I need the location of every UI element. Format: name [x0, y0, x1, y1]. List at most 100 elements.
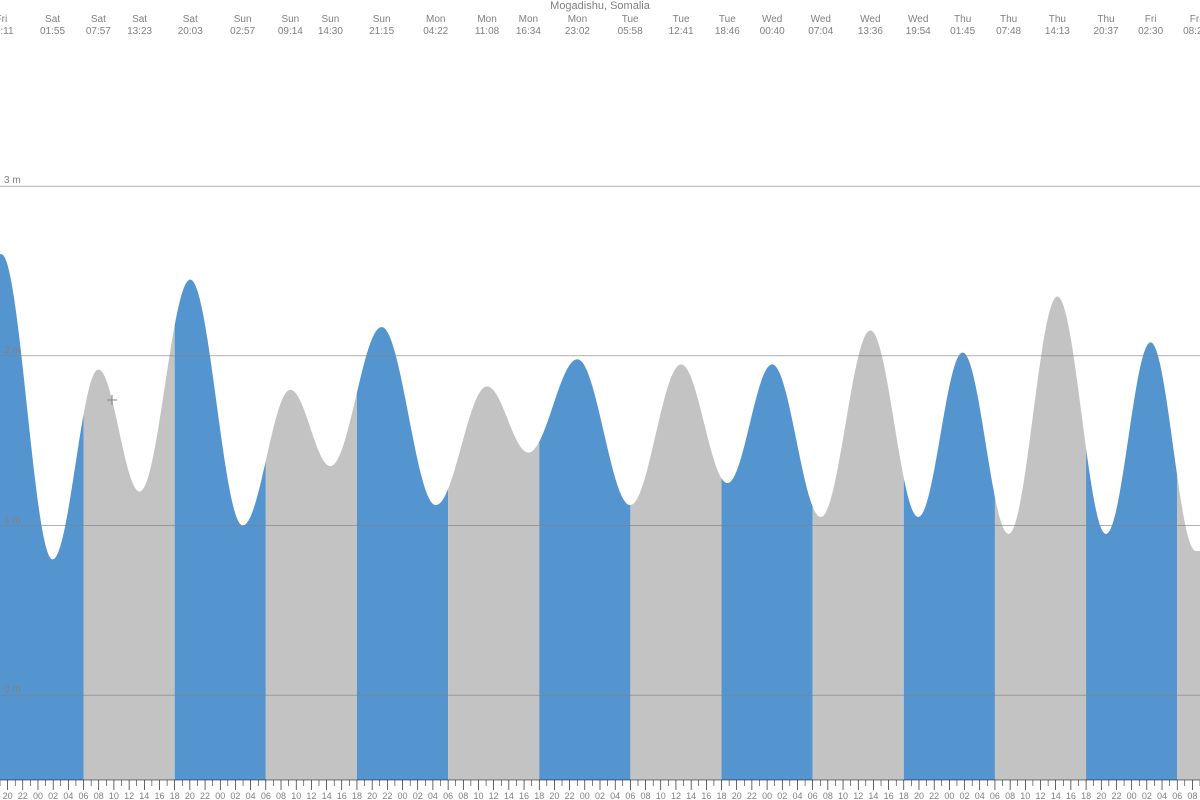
- hour-label: 14: [686, 791, 696, 800]
- hour-label: 10: [656, 791, 666, 800]
- tide-event-day: Sun: [281, 14, 299, 25]
- hour-label: 10: [1020, 791, 1030, 800]
- hour-label: 06: [625, 791, 635, 800]
- tide-event-day: Wed: [860, 14, 880, 25]
- tide-event-day: Fri: [1145, 14, 1157, 25]
- hour-label: 08: [641, 791, 651, 800]
- tide-event-day: Tue: [719, 14, 736, 25]
- tide-event-day: Fri: [1190, 14, 1200, 25]
- hour-label: 00: [33, 791, 43, 800]
- tide-event-day: Fri: [0, 14, 7, 25]
- hour-label: 02: [48, 791, 58, 800]
- hour-label: 08: [276, 791, 286, 800]
- hour-label: 20: [3, 791, 13, 800]
- hour-label: 02: [595, 791, 605, 800]
- tide-event-time: 01:55: [40, 26, 65, 37]
- hour-label: 04: [63, 791, 73, 800]
- hour-label: 08: [823, 791, 833, 800]
- tide-event-time: 05:58: [618, 26, 643, 37]
- tide-event-labels: Fri19:11Sat01:55Sat07:57Sat13:23Sat20:03…: [0, 14, 1200, 37]
- tide-event-day: Mon: [519, 14, 538, 25]
- tide-event-day: Sat: [132, 14, 147, 25]
- tide-chart: 0 m1 m2 m3 mFri19:11Sat01:55Sat07:57Sat1…: [0, 0, 1200, 800]
- tide-event-time: 02:57: [230, 26, 255, 37]
- hour-label: 16: [884, 791, 894, 800]
- hour-label: 10: [291, 791, 301, 800]
- hour-label: 18: [1081, 791, 1091, 800]
- hour-label: 12: [124, 791, 134, 800]
- tide-event-time: 13:36: [858, 26, 883, 37]
- hour-label: 10: [473, 791, 483, 800]
- tide-event-time: 13:23: [127, 26, 152, 37]
- tide-event-day: Tue: [622, 14, 639, 25]
- tide-event-time: 09:14: [278, 26, 303, 37]
- hour-label: 04: [975, 791, 985, 800]
- hour-label: 02: [413, 791, 423, 800]
- hour-label: 16: [154, 791, 164, 800]
- tide-event-time: 20:03: [178, 26, 203, 37]
- tide-event-day: Sun: [234, 14, 252, 25]
- hour-label: 22: [382, 791, 392, 800]
- hour-label: 14: [1051, 791, 1061, 800]
- tide-event-day: Thu: [1097, 14, 1114, 25]
- hour-label: 06: [1172, 791, 1182, 800]
- hour-label: 00: [944, 791, 954, 800]
- hour-label: 18: [534, 791, 544, 800]
- hour-label: 18: [717, 791, 727, 800]
- y-axis-label: 2 m: [4, 345, 21, 356]
- hour-label: 06: [443, 791, 453, 800]
- tide-event-day: Mon: [426, 14, 445, 25]
- y-axis-label: 3 m: [4, 175, 21, 186]
- tide-event-day: Thu: [954, 14, 971, 25]
- hour-label: 14: [504, 791, 514, 800]
- tide-event-time: 19:54: [906, 26, 931, 37]
- y-axis-label: 1 m: [4, 515, 21, 526]
- hour-ruler: 20 22 00 02 04 06 08 10 12 14 16 18 20 22 00 02 04 06 08 10…: [0, 780, 1200, 800]
- hour-label: 20: [185, 791, 195, 800]
- tide-event-time: 14:30: [318, 26, 343, 37]
- hour-label: 04: [610, 791, 620, 800]
- tide-fill: [0, 254, 1200, 780]
- hour-label: 22: [747, 791, 757, 800]
- hour-label: 00: [215, 791, 225, 800]
- hour-label: 08: [94, 791, 104, 800]
- hour-label: 00: [580, 791, 590, 800]
- tide-event-time: 23:02: [565, 26, 590, 37]
- hour-label: 02: [230, 791, 240, 800]
- tide-event-time: 08:25: [1183, 26, 1200, 37]
- hour-label: 06: [808, 791, 818, 800]
- y-axis-label: 0 m: [4, 684, 21, 695]
- tide-event-day: Mon: [568, 14, 587, 25]
- hour-label: 12: [853, 791, 863, 800]
- tide-event-day: Thu: [1000, 14, 1017, 25]
- hour-label: 20: [732, 791, 742, 800]
- hour-label: 22: [1111, 791, 1121, 800]
- tide-event-day: Sat: [183, 14, 198, 25]
- hour-label: 04: [1157, 791, 1167, 800]
- hour-label: 22: [18, 791, 28, 800]
- hour-label: 22: [929, 791, 939, 800]
- hour-label: 00: [1127, 791, 1137, 800]
- hour-label: 12: [489, 791, 499, 800]
- tide-event-day: Tue: [673, 14, 690, 25]
- hour-label: 08: [1187, 791, 1197, 800]
- tide-event-day: Sun: [321, 14, 339, 25]
- tide-event-time: 19:11: [0, 26, 14, 37]
- hour-label: 02: [777, 791, 787, 800]
- hour-label: 16: [337, 791, 347, 800]
- hour-label: 22: [565, 791, 575, 800]
- hour-label: 16: [519, 791, 529, 800]
- hour-label: 20: [549, 791, 559, 800]
- hour-label: 04: [792, 791, 802, 800]
- hour-label: 20: [914, 791, 924, 800]
- tide-event-day: Wed: [762, 14, 782, 25]
- hour-label: 08: [1005, 791, 1015, 800]
- hour-label: 10: [109, 791, 119, 800]
- hour-label: 06: [79, 791, 89, 800]
- tide-event-day: Mon: [477, 14, 496, 25]
- tide-event-day: Wed: [811, 14, 831, 25]
- hour-label: 10: [838, 791, 848, 800]
- hour-label: 08: [458, 791, 468, 800]
- hour-label: 18: [899, 791, 909, 800]
- hour-label: 14: [868, 791, 878, 800]
